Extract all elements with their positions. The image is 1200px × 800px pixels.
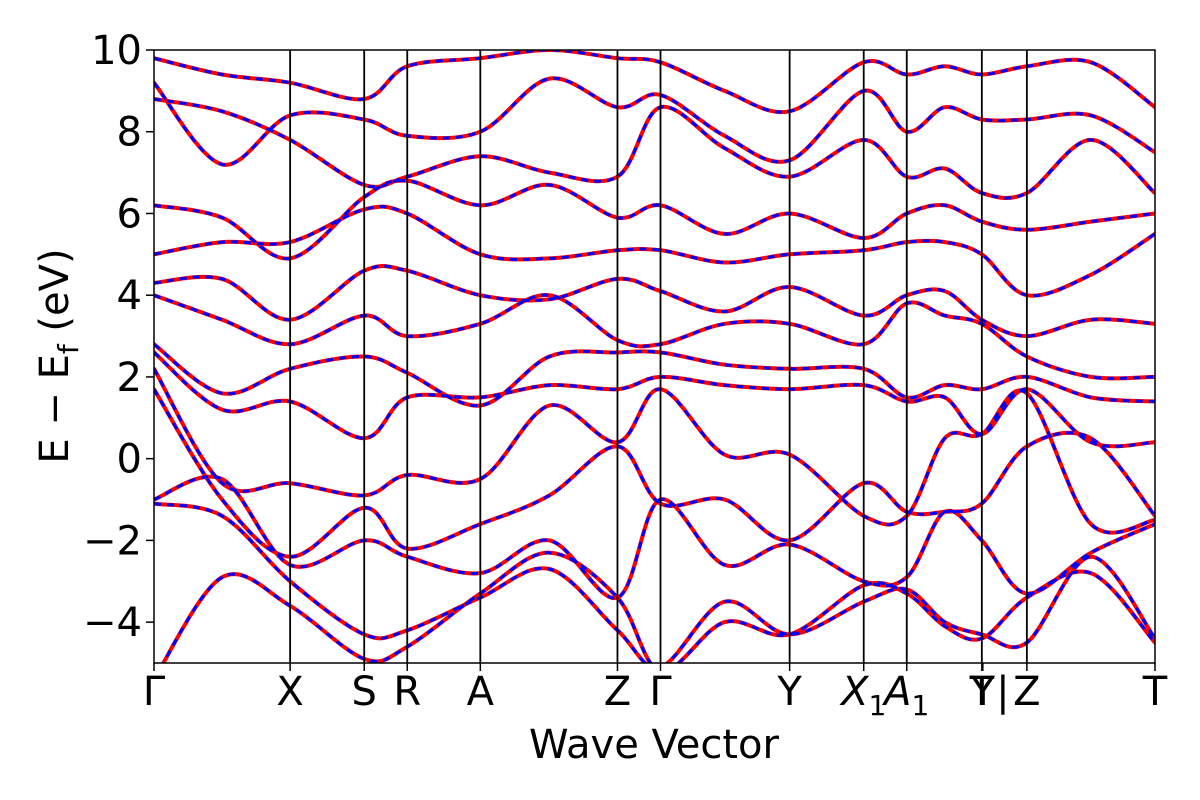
x-tick-label: A1 [881, 669, 929, 722]
x-tick-label: X1 [839, 669, 886, 722]
y-tick-label: 0 [117, 437, 142, 483]
y-axis-title-sub: f [52, 343, 85, 354]
band-line-blue-10 [154, 205, 1155, 298]
band-line-blue-6 [154, 351, 1155, 448]
y-tick-label: 4 [117, 273, 142, 319]
band-line-red-2 [154, 501, 1155, 663]
band-line-red-7 [154, 342, 1155, 408]
band-line-red-12 [154, 97, 1155, 200]
x-tick-label: Z [604, 669, 631, 715]
band-line-red-14 [154, 50, 1155, 115]
y-tick-label: −2 [83, 518, 142, 564]
y-axis-ticks: −4 −2 0 2 4 6 8 10 [83, 28, 154, 646]
x-tick-label: S [352, 669, 377, 715]
kpoint-lines [289, 50, 1028, 663]
x-tick-label: Γ [143, 669, 166, 715]
y-axis-title: E − Ef (eV) [32, 248, 85, 463]
band-line-blue-9 [154, 264, 1155, 338]
x-tick-label: Y [776, 669, 802, 715]
y-axis-title-tail: (eV) [32, 248, 78, 344]
y-tick-label: 8 [117, 110, 142, 156]
band-line-blue-13 [154, 76, 1155, 167]
y-tick-label: 6 [117, 191, 142, 237]
x-tick-label: Y [970, 669, 996, 715]
band-line-red-1 [161, 550, 1155, 663]
y-tick-label: 10 [91, 28, 142, 74]
band-line-blue-8 [154, 293, 1155, 380]
y-axis-title-main: E − E [32, 354, 78, 464]
y-tick-label: 2 [117, 355, 142, 401]
band-line-blue-5 [154, 368, 1155, 535]
x-tick-label: Z [1013, 669, 1040, 715]
x-tick-label: A [467, 669, 495, 715]
y-tick-label: −4 [83, 600, 142, 646]
plot-frame [153, 49, 1156, 664]
x-tick-label: T [1142, 669, 1168, 715]
x-tick-label: Γ [649, 669, 672, 715]
x-tick-label: | [996, 669, 1009, 715]
x-tick-label: X [276, 669, 303, 715]
x-tick-label: T [969, 669, 995, 715]
x-tick-label: R [393, 669, 421, 715]
x-axis-title: Wave Vector [529, 722, 780, 768]
